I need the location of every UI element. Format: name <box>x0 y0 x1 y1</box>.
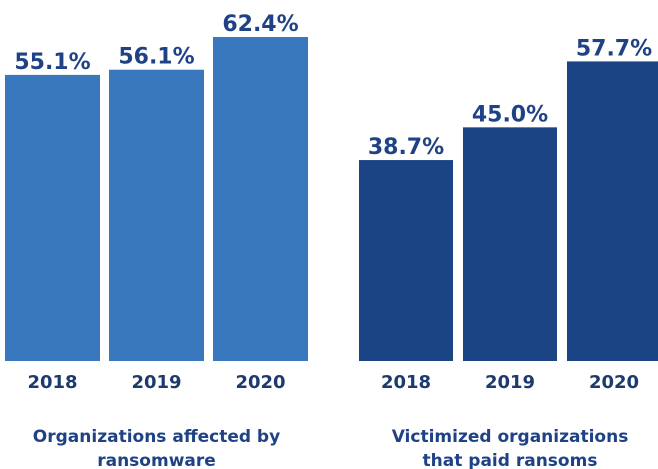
value-label: 38.7% <box>368 135 444 160</box>
value-label: 45.0% <box>472 102 548 127</box>
value-label: 55.1% <box>14 50 90 75</box>
x-tick-label: 2018 <box>27 372 77 393</box>
bar <box>567 61 658 362</box>
chart-title: ransomware <box>97 451 216 469</box>
value-label: 62.4% <box>222 12 298 37</box>
x-tick-label: 2020 <box>589 372 639 393</box>
bar <box>463 127 557 361</box>
bar <box>109 69 204 361</box>
x-tick-label: 2019 <box>485 372 535 393</box>
chart-title: Organizations affected by <box>33 427 280 447</box>
x-tick-label: 2018 <box>381 372 431 393</box>
chart-title: that paid ransoms <box>423 451 598 469</box>
x-tick-label: 2020 <box>235 372 285 393</box>
bar <box>213 37 308 361</box>
x-tick-label: 2019 <box>131 372 181 393</box>
bar <box>5 74 100 362</box>
value-label: 57.7% <box>576 36 652 61</box>
bar <box>359 160 453 361</box>
chart-title: Victimized organizations <box>392 427 629 447</box>
value-label: 56.1% <box>118 45 194 70</box>
